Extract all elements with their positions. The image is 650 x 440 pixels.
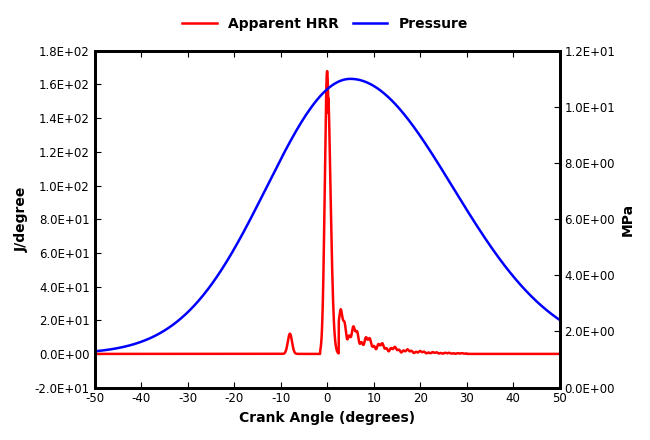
Legend: Apparent HRR, Pressure: Apparent HRR, Pressure bbox=[177, 11, 473, 37]
Apparent HRR bbox=[323, 69, 331, 74]
Apparent HRR bbox=[556, 351, 564, 356]
Apparent HRR bbox=[172, 351, 179, 356]
Apparent HRR bbox=[547, 351, 554, 356]
Apparent HRR bbox=[90, 351, 98, 356]
Line: Pressure: Pressure bbox=[94, 79, 560, 351]
X-axis label: Crank Angle (degrees): Crank Angle (degrees) bbox=[239, 411, 415, 425]
Pressure bbox=[346, 76, 354, 81]
Pressure bbox=[556, 317, 564, 323]
Apparent HRR bbox=[289, 345, 297, 350]
Apparent HRR bbox=[144, 351, 151, 356]
Y-axis label: MPa: MPa bbox=[621, 203, 635, 236]
Pressure bbox=[90, 348, 98, 354]
Apparent HRR bbox=[269, 351, 277, 356]
Pressure bbox=[144, 337, 151, 342]
Line: Apparent HRR: Apparent HRR bbox=[94, 71, 560, 354]
Pressure bbox=[497, 258, 504, 263]
Pressure bbox=[172, 320, 179, 326]
Pressure bbox=[269, 172, 277, 177]
Pressure bbox=[289, 134, 297, 139]
Apparent HRR bbox=[497, 351, 504, 356]
Pressure bbox=[547, 311, 554, 316]
Y-axis label: J/degree: J/degree bbox=[15, 187, 29, 252]
